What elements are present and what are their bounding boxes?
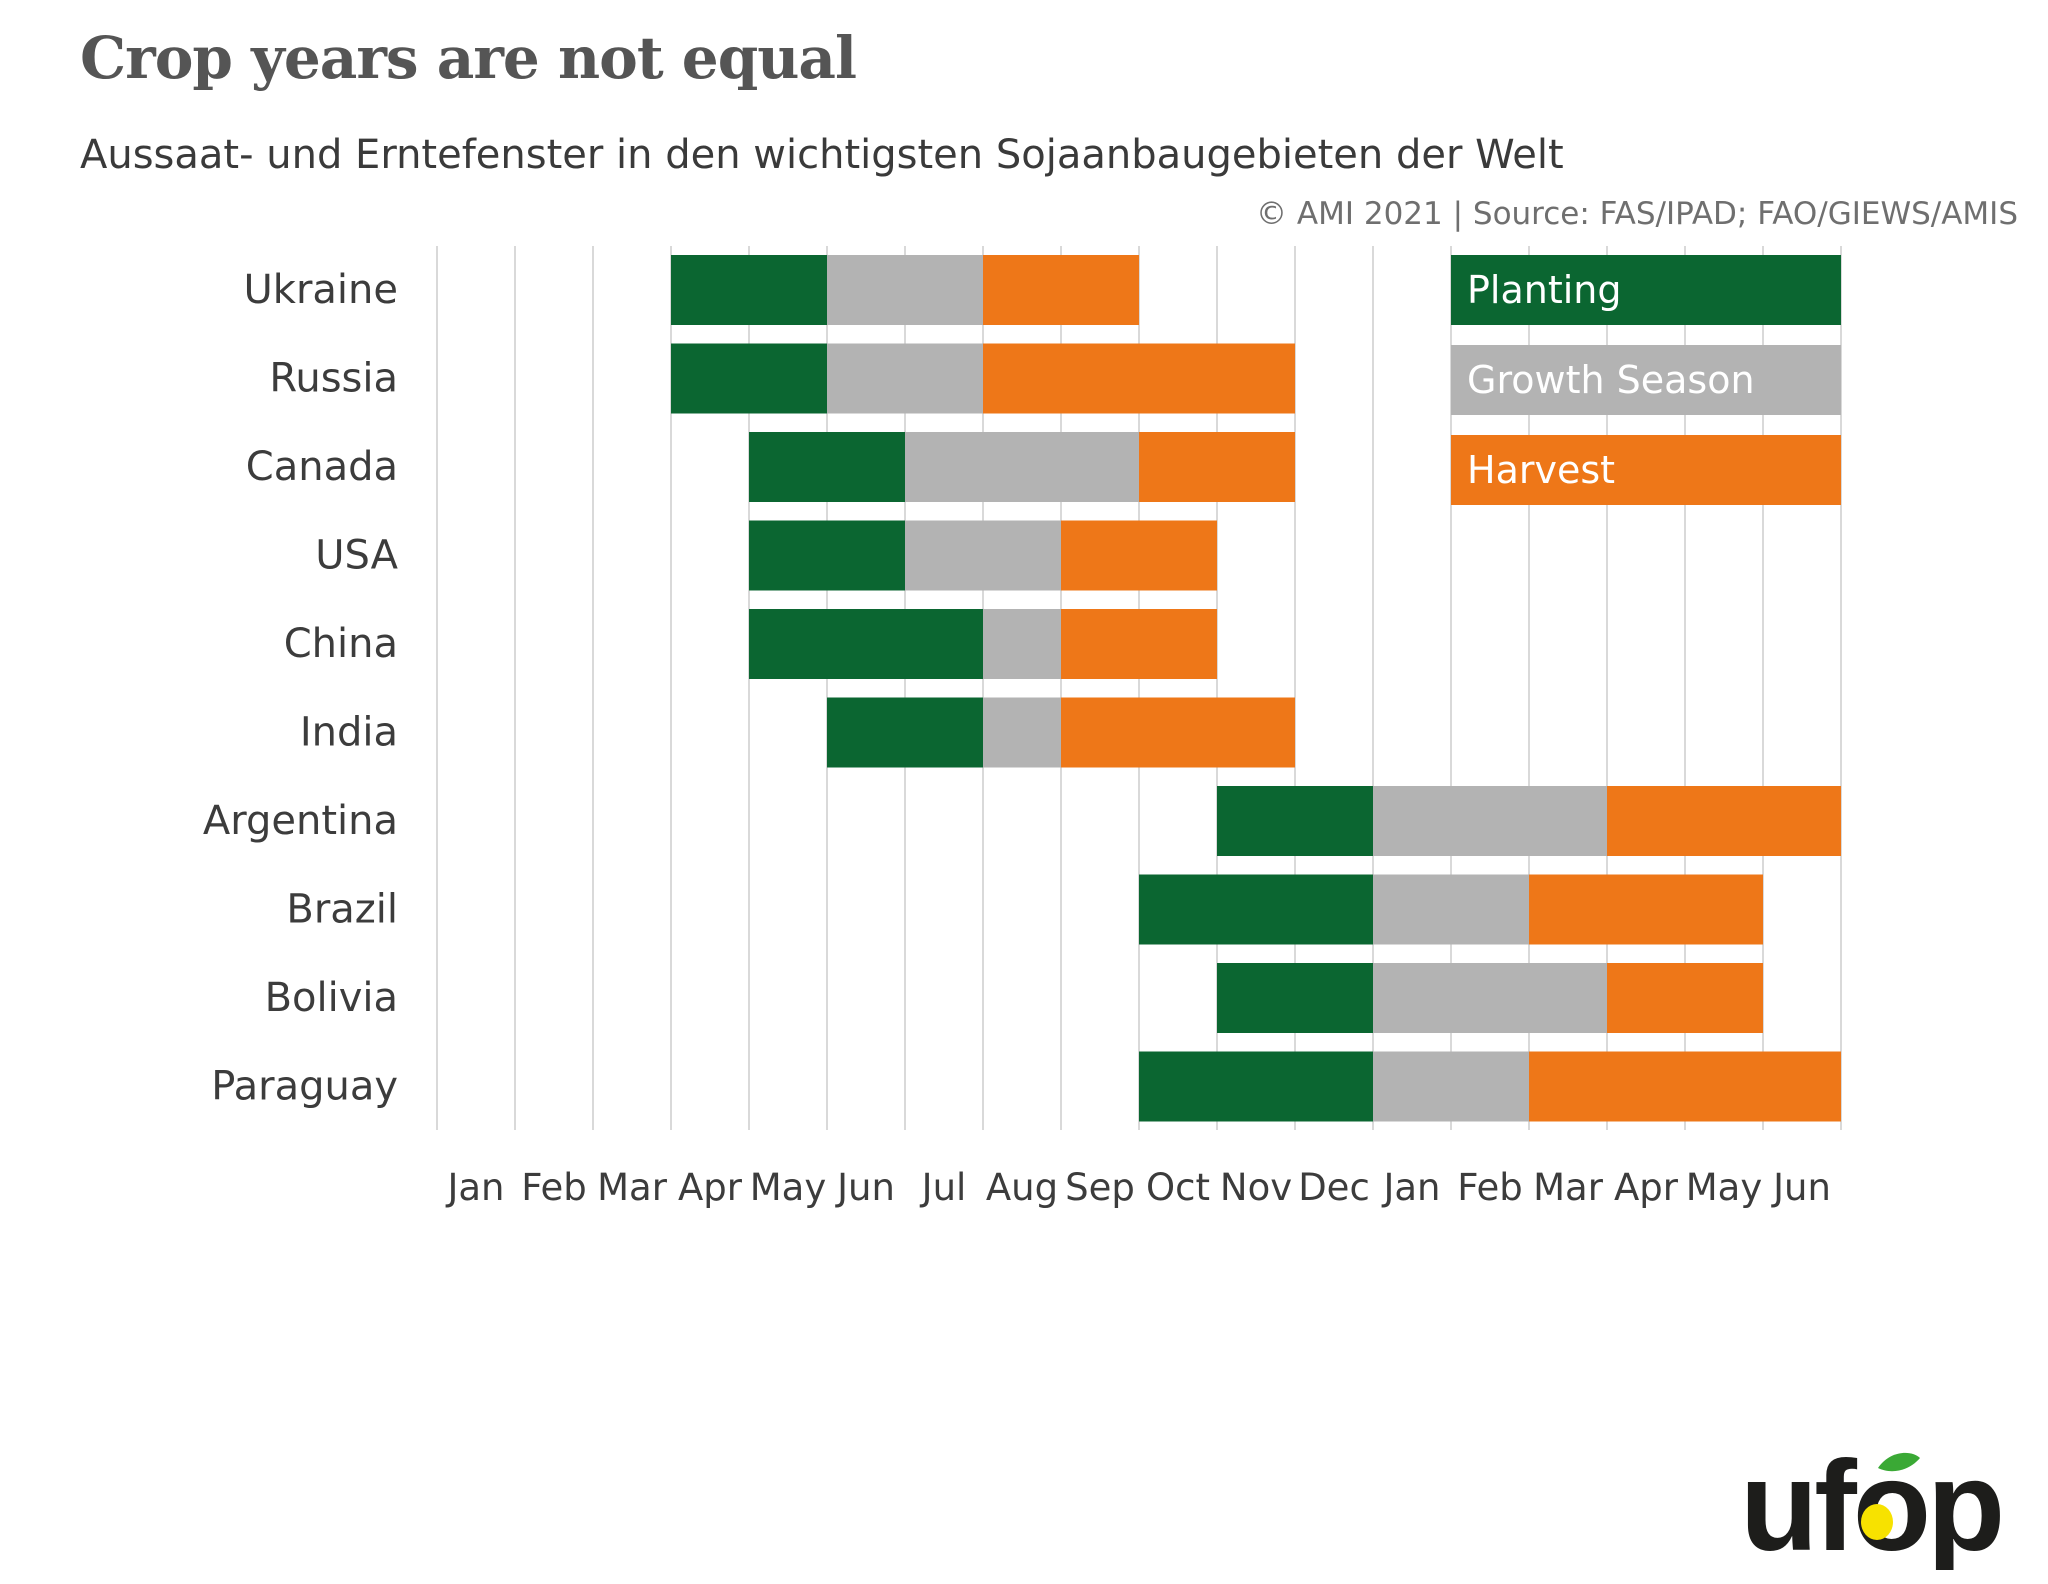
crop-calendar-chart: Ukraine Russia Canada USA China India Argentin…: [203, 246, 1842, 1209]
x-tick-label: Mar: [597, 1166, 668, 1209]
bar-harvest-bolivia: [1607, 963, 1763, 1033]
y-category-label: India: [300, 710, 398, 756]
bar-growth-usa: [905, 520, 1061, 591]
x-tick-label: Sep: [1065, 1166, 1135, 1209]
x-tick-label: Feb: [521, 1166, 587, 1209]
legend-swatch-harvest: [1451, 435, 1841, 505]
bar-harvest-brazil: [1529, 874, 1763, 945]
y-category-label: Brazil: [286, 887, 398, 933]
ufop-logo: ufop: [1740, 1440, 2005, 1570]
chart-subtitle: Aussaat- und Erntefenster in den wichtig…: [80, 132, 1564, 178]
bar-planting-paraguay: [1139, 1051, 1373, 1122]
x-tick-label: Oct: [1146, 1166, 1210, 1209]
legend-label-planting: Planting: [1467, 268, 1622, 312]
bar-harvest-canada: [1139, 432, 1295, 502]
x-tick-label: Jun: [1771, 1166, 1831, 1209]
drop-leaf-icon: [1861, 1452, 1920, 1540]
x-tick-label: Jan: [1381, 1166, 1440, 1209]
bar-harvest-ukraine: [983, 255, 1139, 325]
x-tick-label: Apr: [678, 1166, 743, 1209]
x-tick-label: Jan: [445, 1166, 504, 1209]
y-category-label: Russia: [269, 356, 398, 402]
y-category-label: Canada: [246, 444, 398, 490]
bar-growth-russia: [827, 343, 983, 414]
bar-harvest-india: [1061, 697, 1295, 768]
x-tick-label: Mar: [1533, 1166, 1604, 1209]
y-category-label: China: [284, 621, 398, 667]
y-category-label: Paraguay: [211, 1064, 398, 1110]
bar-growth-brazil: [1373, 874, 1529, 945]
chart-title: Crop years are not equal: [80, 24, 857, 92]
x-tick-label: May: [1686, 1166, 1763, 1209]
bar-growth-paraguay: [1373, 1051, 1529, 1122]
bar-harvest-paraguay: [1529, 1051, 1841, 1122]
x-tick-label: Jun: [835, 1166, 895, 1209]
x-tick-label: Jul: [920, 1166, 967, 1209]
bar-harvest-china: [1061, 609, 1217, 679]
legend-label-harvest: Harvest: [1467, 448, 1615, 492]
bar-harvest-russia: [983, 343, 1295, 414]
bar-planting-argentina: [1217, 786, 1373, 856]
bar-planting-brazil: [1139, 874, 1373, 945]
y-category-label: Ukraine: [244, 267, 398, 313]
bar-planting-ukraine: [671, 255, 827, 325]
legend-swatch-planting: [1451, 255, 1841, 325]
x-tick-label: Feb: [1457, 1166, 1523, 1209]
bar-growth-china: [983, 609, 1061, 679]
bar-growth-ukraine: [827, 255, 983, 325]
x-tick-label: Apr: [1614, 1166, 1679, 1209]
bar-planting-china: [749, 609, 983, 679]
x-axis-labels: Jan Feb Mar Apr May Jun Jul Aug Sep Oct Nov Dec Jan F…: [445, 1166, 1830, 1209]
y-category-label: Bolivia: [265, 975, 398, 1021]
bar-growth-bolivia: [1373, 963, 1607, 1033]
bar-planting-bolivia: [1217, 963, 1373, 1033]
bar-growth-india: [983, 697, 1061, 768]
bar-planting-russia: [671, 343, 827, 414]
logo-wordmark: ufop: [1740, 1440, 2001, 1570]
bar-growth-canada: [905, 432, 1139, 502]
y-axis-labels: Ukraine Russia Canada USA China India Argentin…: [203, 267, 399, 1110]
bar-planting-india: [827, 697, 983, 768]
legend-swatch-growth: [1451, 345, 1841, 415]
bar-planting-usa: [749, 520, 905, 591]
x-tick-label: Nov: [1220, 1166, 1292, 1209]
legend: Planting Growth Season Harvest: [1451, 255, 1841, 505]
bar-planting-canada: [749, 432, 905, 502]
x-tick-label: May: [750, 1166, 827, 1209]
bar-harvest-argentina: [1607, 786, 1841, 856]
bar-harvest-usa: [1061, 520, 1217, 591]
bars: [671, 255, 1841, 1122]
legend-label-growth: Growth Season: [1467, 358, 1755, 402]
y-category-label: USA: [315, 533, 398, 579]
bar-growth-argentina: [1373, 786, 1607, 856]
x-tick-label: Aug: [986, 1166, 1058, 1209]
y-category-label: Argentina: [203, 798, 398, 844]
source-note: © AMI 2021 | Source: FAS/IPAD; FAO/GIEWS…: [1256, 196, 2018, 232]
x-tick-label: Dec: [1298, 1166, 1370, 1209]
